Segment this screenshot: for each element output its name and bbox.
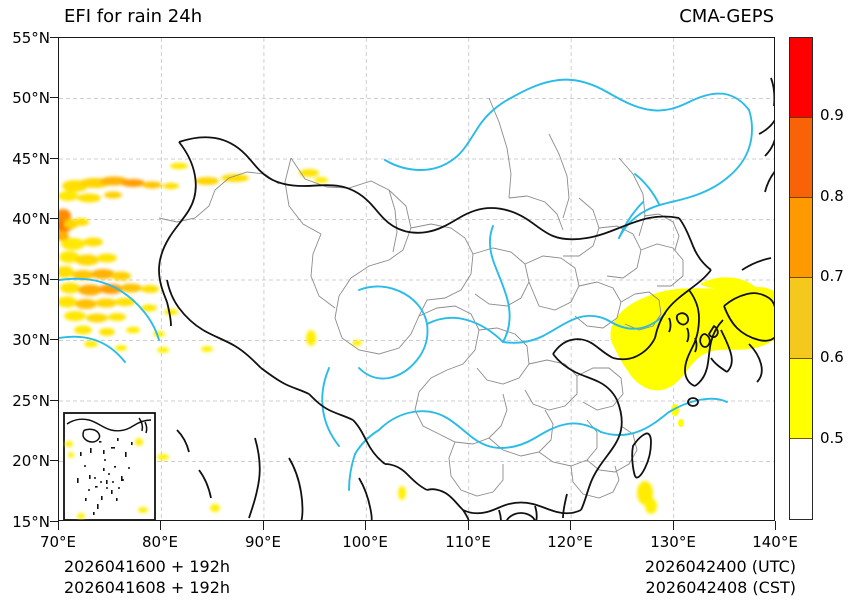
colorbar-label-0.6: 0.6 [820,348,844,366]
y-tick-label-25: 25°N [12,392,50,410]
x-tick-label-140: 140°E [752,533,798,551]
y-tick-55 [50,37,59,38]
colorbar-band-0.7-0.8 [790,198,812,279]
efi-region-north-trace [157,162,406,512]
colorbar-band-0.5-0.6 [790,358,812,439]
y-tick-label-55: 55°N [12,29,50,47]
colorbar-band-0.8-0.9 [790,118,812,199]
x-tick-100 [365,521,367,530]
x-tick-140 [775,521,776,530]
y-tick-30 [50,339,59,340]
colorbar-label-0.5: 0.5 [820,429,844,447]
colorbar-band-above-0.9 [790,38,812,119]
efi-region-northwest [59,174,249,353]
footer-left-line2: 2026041608 + 192h [64,578,231,597]
footer-left-line1: 2026041600 + 192h [64,557,231,576]
x-tick-120 [570,521,572,530]
y-tick-50 [50,97,59,98]
y-tick-label-35: 35°N [12,271,50,289]
map-canvas [59,38,774,520]
y-tick-label-45: 45°N [12,150,50,168]
y-tick-20 [50,460,59,461]
x-tick-label-120: 120°E [547,533,593,551]
efi-region-taiwan-strait [637,481,657,514]
y-tick-label-20: 20°N [12,452,50,470]
province-boundaries [158,97,684,499]
x-tick-110 [467,521,469,530]
x-tick-label-90: 90°E [244,533,282,551]
x-tick-label-130: 130°E [650,533,696,551]
x-tick-label-100: 100°E [342,533,388,551]
x-tick-80 [160,521,162,530]
south-china-sea-inset [63,412,156,520]
page-title: EFI for rain 24h [64,6,203,27]
y-tick-25 [50,400,59,401]
colorbar-label-0.9: 0.9 [820,106,844,124]
footer-right-line1: 2026042400 (UTC) [644,557,796,576]
x-tick-label-70: 70°E [39,533,77,551]
map-gridlines [59,38,774,520]
x-tick-label-80: 80°E [141,533,179,551]
efi-shading-layer [59,162,774,514]
y-tick-40 [50,218,59,219]
map-plot-area [58,37,775,521]
colorbar[interactable] [789,37,813,520]
y-tick-35 [50,279,59,280]
rivers-layer [59,78,753,491]
y-tick-label-15: 15°N [12,513,50,531]
efi-region-yellow-sea [610,277,774,427]
y-tick-45 [50,158,59,159]
x-tick-70 [58,521,59,530]
footer-right-line2: 2026042408 (CST) [645,578,796,597]
colorbar-band-below-0.5 [790,438,812,519]
colorbar-label-0.7: 0.7 [820,267,844,285]
national-borders [158,77,774,520]
x-tick-90 [262,521,264,530]
x-tick-label-110: 110°E [445,533,491,551]
y-tick-label-40: 40°N [12,210,50,228]
x-tick-130 [672,521,674,530]
colorbar-band-0.6-0.7 [790,278,812,359]
y-tick-15 [50,521,59,522]
model-label: CMA-GEPS [679,6,774,27]
y-tick-label-50: 50°N [12,89,50,107]
y-tick-label-30: 30°N [12,331,50,349]
colorbar-label-0.8: 0.8 [820,187,844,205]
